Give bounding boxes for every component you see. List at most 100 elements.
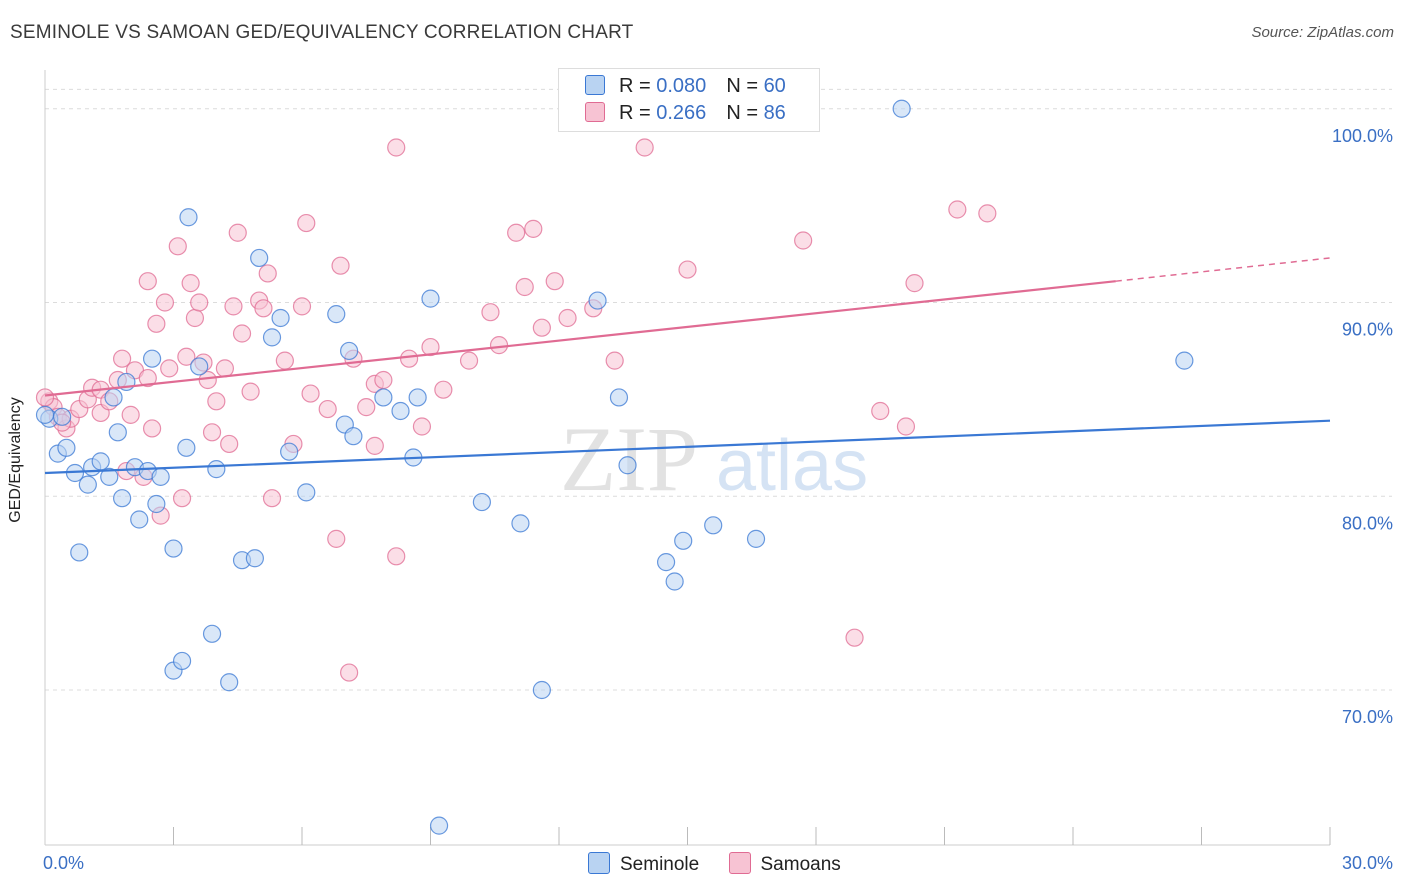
stats-row-samoans: R = 0.266 N = 86 [585,102,786,126]
data-point [357,398,376,417]
data-point [292,297,312,316]
data-point [1175,351,1194,370]
data-point [70,543,89,562]
data-point [421,337,440,357]
data-point [147,494,166,514]
series-legend: Seminole Samoans [588,852,865,876]
data-point [340,663,359,682]
data-point [142,419,162,438]
data-point [588,291,607,310]
data-point [280,442,299,461]
r-value: 0.266 [656,102,707,124]
data-point [35,405,55,424]
data-point [228,223,247,242]
r-label: R = [619,75,657,97]
data-point [185,308,205,328]
data-point [57,438,76,457]
series-samoans-points [35,138,997,682]
data-point [489,336,509,355]
data-point [635,138,654,157]
watermark: ZIP atlas [560,408,868,510]
data-point [905,274,924,293]
y-axis-label: GED/Equivalency [7,397,24,523]
trend-line [44,280,1116,397]
data-point [704,516,723,535]
data-point [459,351,479,370]
data-point [245,549,264,568]
n-label: N = [726,75,764,97]
y-tick-label: 100.0% [1332,126,1393,146]
r-value: 0.080 [656,75,707,97]
data-point [374,370,393,390]
data-point [100,467,119,486]
data-point [532,318,551,337]
samoans-swatch [585,102,605,122]
data-point [412,417,432,436]
data-point [262,489,282,508]
y-tick-label: 80.0% [1342,513,1393,533]
data-point [665,572,684,591]
data-point [618,456,637,475]
data-point [207,460,226,479]
data-point [147,314,166,333]
data-point [678,260,697,279]
seminole-swatch [585,75,605,95]
data-point [155,293,175,312]
data-point [177,347,196,366]
data-point [892,99,911,118]
data-point [297,483,316,502]
data-point [609,388,629,407]
data-point [151,467,170,486]
data-point [190,293,209,312]
data-point [104,388,123,407]
x-tick-label: 30.0% [1342,853,1393,873]
data-point [250,248,269,268]
series-seminole-points [35,99,1194,835]
data-point [532,680,551,700]
axes [44,70,1331,846]
data-point [896,417,916,436]
data-point [91,452,110,471]
data-point [746,529,766,548]
data-point [297,213,316,233]
data-point [202,423,222,442]
data-point [138,368,157,388]
legend-item-samoans[interactable]: Samoans [728,852,841,876]
data-point [241,382,260,401]
data-point [35,388,55,407]
data-point [177,438,196,457]
trend-lines [44,257,1331,475]
data-point [224,297,243,316]
data-point [545,272,564,291]
trend-line-extension [1115,257,1331,282]
trend-line [44,419,1331,475]
data-point [387,547,406,566]
data-point [434,380,453,399]
data-point [408,388,427,407]
legend-item-seminole[interactable]: Seminole [588,852,699,876]
data-point [674,531,693,550]
data-point [318,399,337,419]
data-point [215,359,234,378]
data-point [207,392,226,411]
data-point [190,357,209,376]
data-point [179,208,198,227]
data-point [515,277,534,297]
data-point [172,651,192,671]
data-point [172,489,192,508]
data-point [524,219,543,238]
data-point [656,553,676,572]
data-point [78,475,97,494]
data-point [262,328,282,347]
data-point [108,423,127,442]
data-point [399,349,419,368]
seminole-legend-swatch [588,852,610,874]
stats-legend: R = 0.080 N = 60 R = 0.266 N = 86 [558,68,820,132]
data-point [138,272,157,291]
data-point [331,256,350,275]
n-value: 86 [763,102,786,124]
source-label: Source: ZipAtlas.com [1251,24,1394,41]
data-point [845,628,864,647]
data-point [507,223,526,242]
